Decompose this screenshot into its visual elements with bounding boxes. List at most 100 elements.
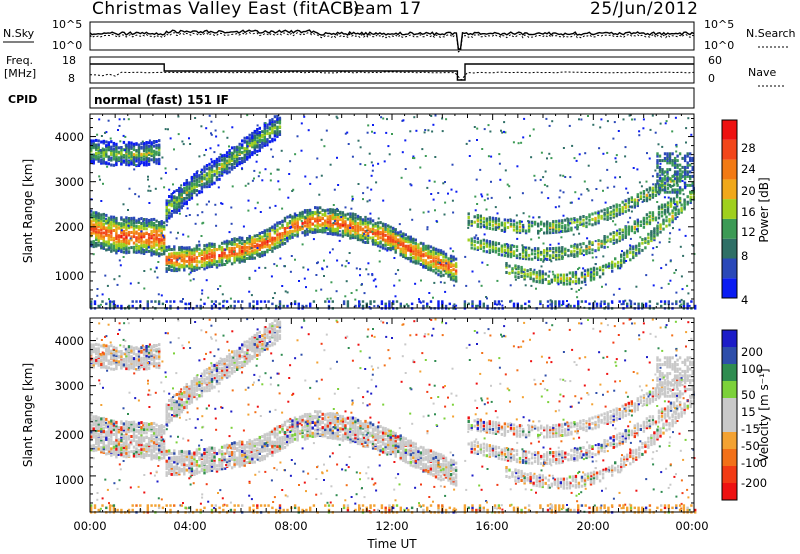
power-ytick-2000: 2000 (55, 220, 84, 234)
velocity-cell (105, 423, 108, 427)
power-cell (538, 277, 541, 280)
power-noise-cell (367, 234, 370, 237)
power-noise-cell (377, 162, 380, 165)
power-noise-cell (405, 303, 408, 306)
power-noise-cell (180, 184, 183, 187)
power-noise-cell (501, 131, 504, 134)
power-cell (673, 170, 677, 174)
power-noise-cell (368, 152, 371, 155)
power-cell (105, 140, 108, 144)
power-noise-cell (443, 213, 446, 216)
power-cell (251, 143, 254, 147)
power-cell (278, 125, 282, 129)
colorbar-swatch (722, 278, 737, 298)
power-cell (346, 212, 350, 216)
power-cell (358, 300, 361, 303)
power-cell (537, 247, 540, 251)
power-cell (559, 277, 562, 281)
power-cell (120, 148, 123, 152)
power-cell (228, 155, 231, 159)
power-noise-cell (474, 195, 477, 198)
velocity-cell (97, 427, 100, 430)
power-cell (276, 117, 279, 121)
power-cell (414, 255, 417, 259)
power-noise-cell (167, 128, 169, 131)
power-cell (394, 243, 397, 247)
power-cell (364, 233, 367, 237)
power-cell (173, 251, 176, 255)
date-title: 25/Jun/2012 (590, 0, 698, 19)
power-noise-cell (614, 157, 617, 160)
power-cell (653, 236, 656, 240)
power-cell (326, 208, 329, 212)
power-cell (404, 246, 407, 250)
power-cell (293, 300, 297, 303)
velocity-cell (102, 430, 105, 433)
power-cell (110, 243, 113, 247)
power-noise-cell (200, 171, 202, 173)
power-noise-cell (690, 133, 693, 136)
power-noise-cell (295, 214, 298, 217)
power-cell (213, 161, 216, 165)
power-cell (603, 212, 606, 215)
power-cell (107, 145, 110, 149)
power-cell (168, 203, 171, 207)
power-cell (168, 210, 171, 214)
power-cell (321, 228, 324, 232)
power-cell (142, 227, 146, 231)
power-cell (256, 234, 259, 237)
power-cell (392, 229, 395, 233)
power-cell (454, 257, 458, 261)
power-noise-cell (687, 292, 690, 295)
power-noise-cell (496, 212, 499, 215)
power-cell (180, 258, 183, 262)
power-cell (208, 244, 211, 247)
velocity-cell (92, 363, 95, 367)
power-noise-cell (371, 240, 374, 243)
power-cell (485, 244, 488, 248)
power-cell (157, 300, 161, 303)
power-cell (246, 241, 249, 245)
power-cell (246, 245, 249, 249)
power-noise-cell (657, 221, 660, 224)
power-cell (364, 241, 367, 244)
power-noise-cell (413, 116, 416, 119)
power-cell (439, 270, 443, 274)
power-cell (663, 170, 667, 174)
power-cell (558, 253, 561, 257)
power-cell (659, 230, 662, 234)
power-cell (147, 157, 151, 161)
power-cell (597, 239, 600, 243)
power-cell (394, 248, 397, 252)
power-cell (125, 155, 128, 159)
power-noise-cell (682, 193, 685, 196)
power-cell (127, 163, 131, 167)
power-noise-cell (494, 206, 497, 209)
power-cell (100, 231, 103, 235)
power-noise-cell (624, 226, 627, 228)
power-cell (568, 271, 572, 275)
power-cell (663, 177, 667, 181)
power-noise-cell (160, 177, 163, 180)
power-cell (532, 277, 535, 281)
power-cell (549, 225, 552, 229)
power-cell (494, 217, 498, 221)
power-cell (251, 141, 254, 145)
power-cell (286, 239, 289, 243)
power-cell (102, 157, 105, 161)
power-cell (603, 208, 606, 212)
power-cell (225, 151, 229, 155)
power-noise-cell (304, 217, 307, 220)
power-noise-cell (373, 131, 376, 134)
power-cell (137, 149, 141, 153)
power-cell (155, 150, 158, 154)
power-noise-cell (522, 226, 525, 229)
power-cell (253, 239, 256, 243)
power-cell (651, 190, 655, 194)
power-cell (165, 267, 168, 271)
power-cbar-tick: 16 (741, 205, 756, 219)
velocity-cell (97, 447, 100, 451)
power-cell (281, 232, 284, 235)
power-cell (615, 231, 618, 235)
power-cell (379, 230, 382, 234)
